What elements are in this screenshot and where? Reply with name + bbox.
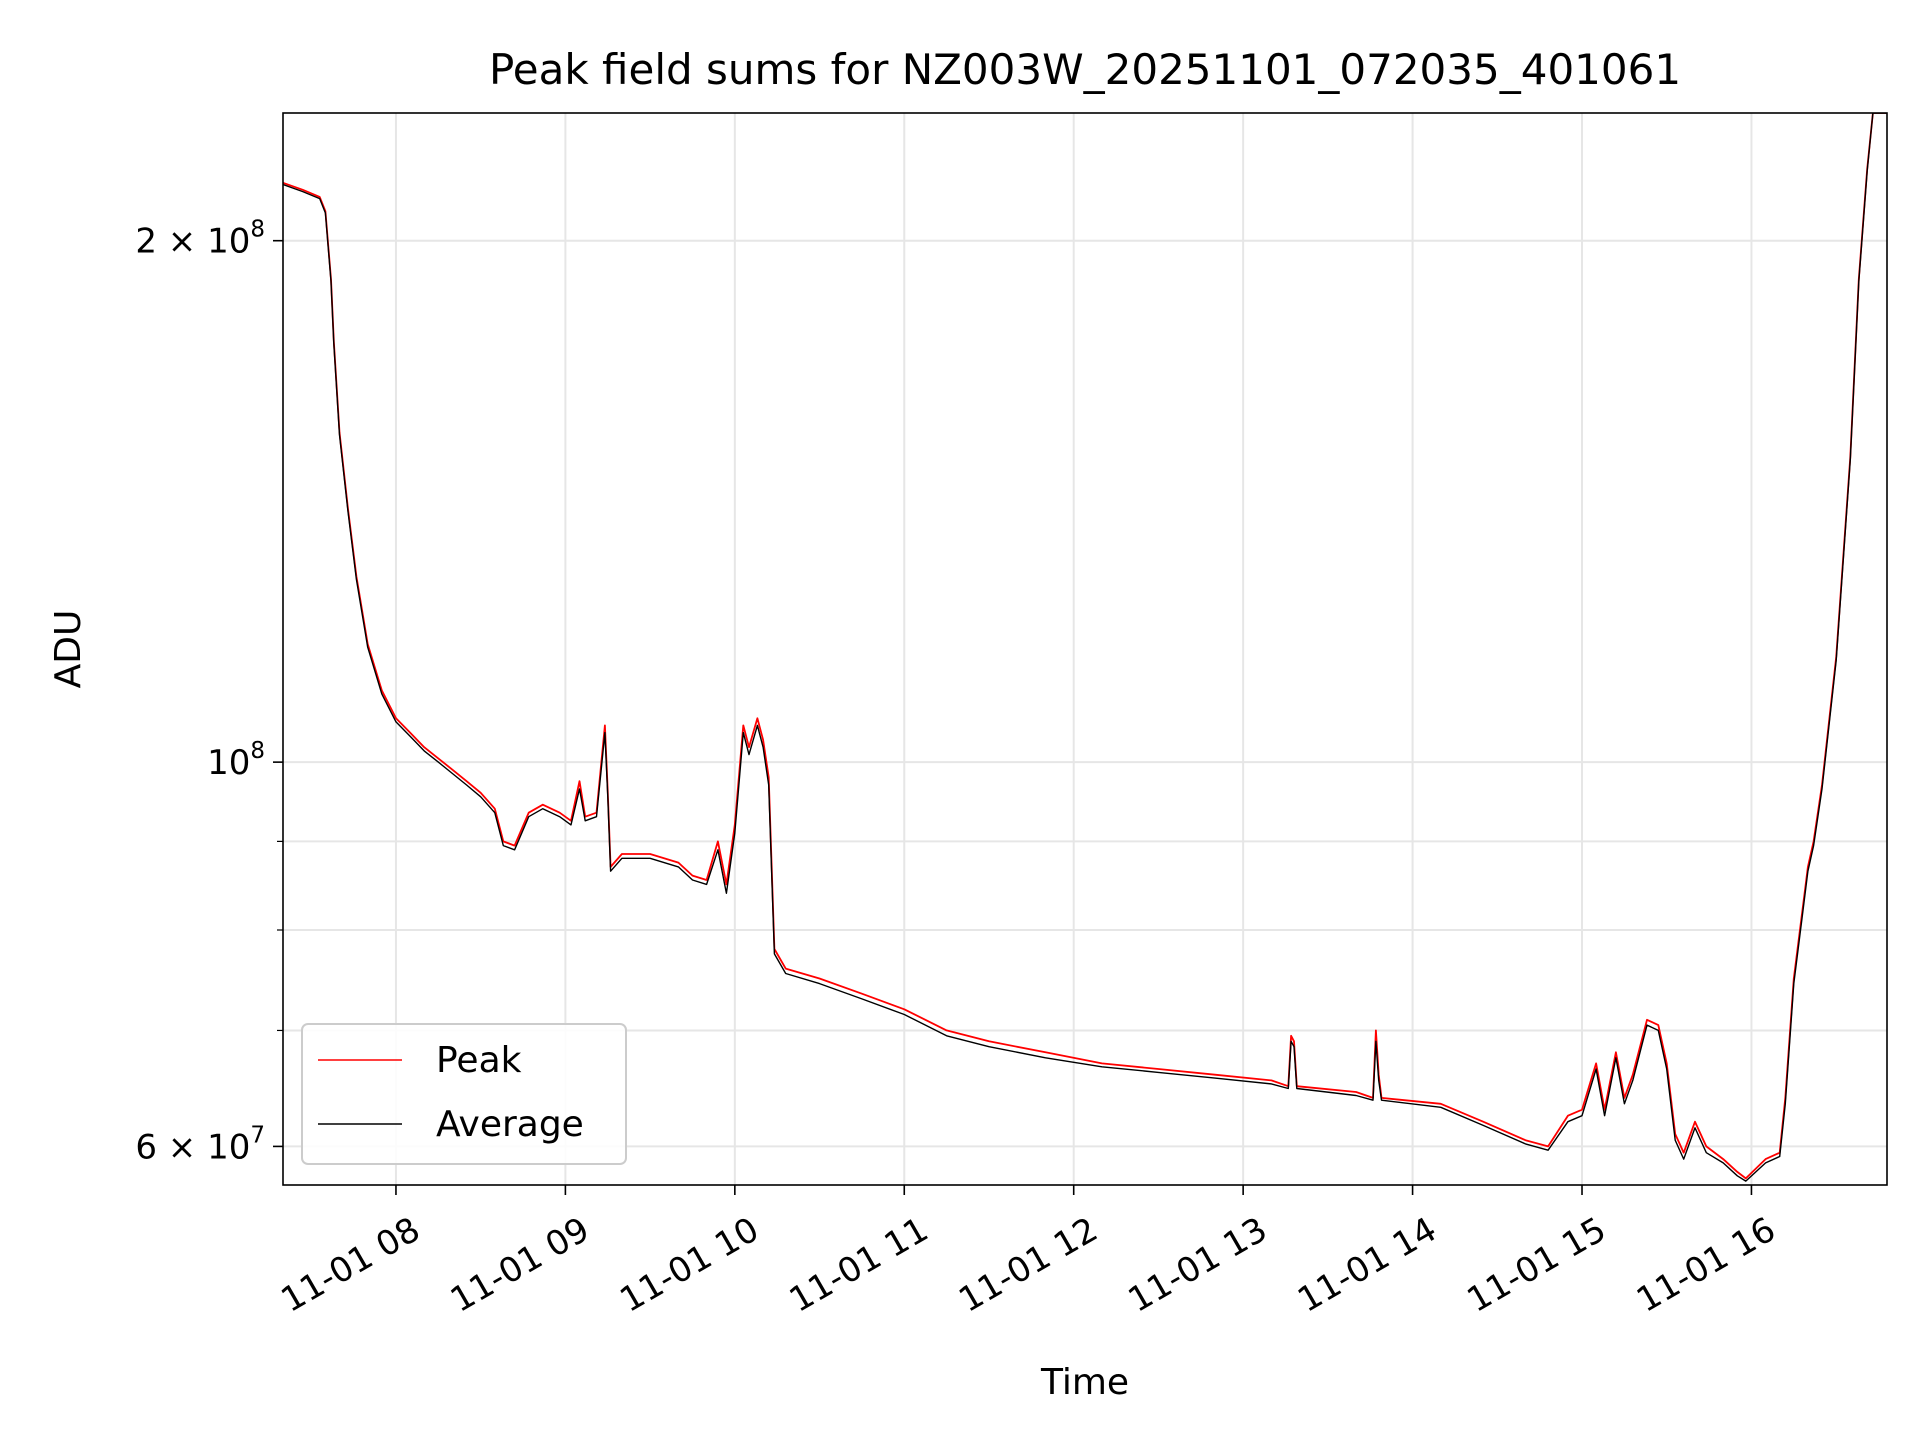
y-tick-label-base: 6 × 10 <box>135 1127 250 1167</box>
plot-frame <box>282 112 1888 1186</box>
y-tick-label-exponent: 8 <box>250 738 265 764</box>
y-tick-label-base: 2 × 10 <box>135 222 250 262</box>
y-tick-label-exponent: 7 <box>250 1122 265 1148</box>
legend: Peak Average <box>301 1023 627 1165</box>
series-line-average <box>283 113 1887 1182</box>
series-layer <box>283 113 1887 1182</box>
series-line-peak <box>283 113 1887 1180</box>
x-axis-label: Time <box>1040 1362 1129 1403</box>
y-axis-label: ADU <box>48 610 89 689</box>
y-tick-label: 2 × 108 <box>135 217 265 262</box>
chart-title: Peak field sums for NZ003W_20251101_0720… <box>489 45 1681 94</box>
y-tick-label-exponent: 8 <box>250 217 265 243</box>
y-tick-label-base: 10 <box>207 743 250 783</box>
y-tick-label: 6 × 107 <box>135 1122 265 1167</box>
legend-box <box>301 1023 627 1165</box>
series-group <box>283 113 1887 1182</box>
y-tick-label: 108 <box>207 738 265 783</box>
grid <box>283 113 1887 1185</box>
legend-label-average: Average <box>436 1104 584 1145</box>
legend-label-peak: Peak <box>436 1040 522 1081</box>
